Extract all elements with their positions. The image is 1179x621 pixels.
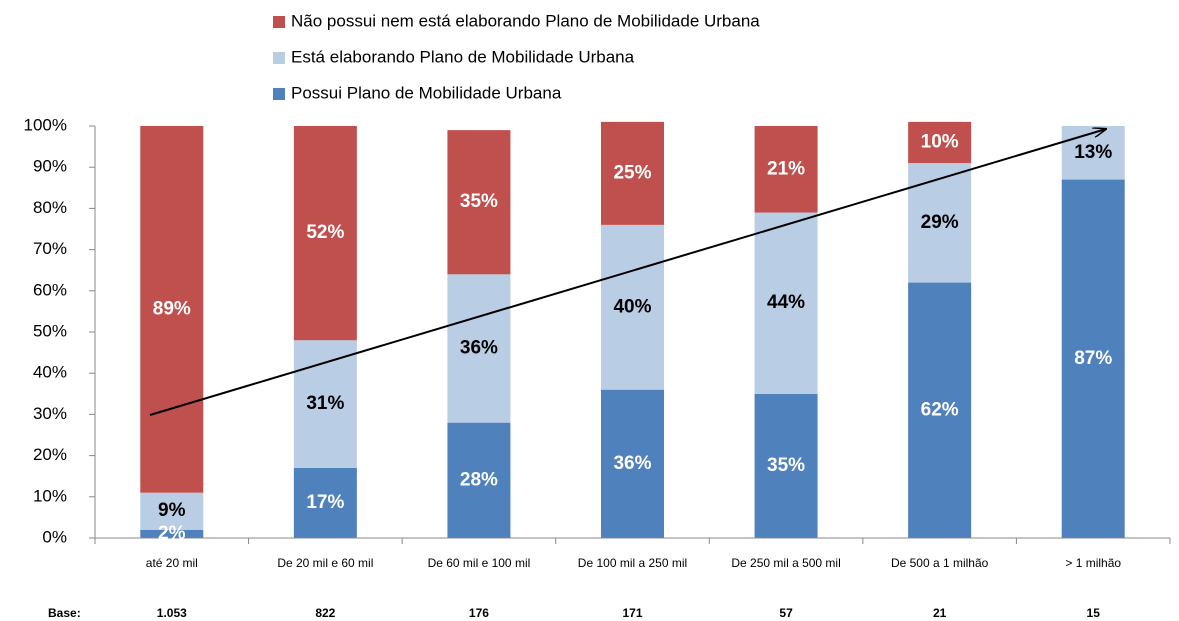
bar-segment bbox=[293, 126, 357, 341]
x-tick-label: até 20 mil bbox=[146, 556, 198, 570]
x-tick-label: De 20 mil e 60 mil bbox=[277, 556, 373, 570]
bar-segment bbox=[601, 224, 664, 390]
value-label: 31% bbox=[306, 393, 344, 414]
y-tick-label: 10% bbox=[33, 486, 67, 505]
bar-segment bbox=[908, 121, 972, 164]
x-tick-label: De 60 mil e 100 mil bbox=[428, 556, 531, 570]
base-value: 15 bbox=[1087, 606, 1101, 620]
y-tick-label: 30% bbox=[33, 404, 67, 423]
bar-segment bbox=[754, 212, 818, 394]
base-label: Base: bbox=[48, 606, 81, 620]
legend-swatch bbox=[273, 52, 285, 64]
bar-segment bbox=[140, 126, 204, 493]
y-tick-label: 40% bbox=[33, 363, 67, 382]
bar-segment bbox=[601, 121, 664, 225]
value-label: 21% bbox=[767, 158, 805, 179]
y-tick-label: 50% bbox=[33, 321, 67, 340]
legend-swatch bbox=[273, 16, 285, 28]
value-label: 62% bbox=[921, 399, 959, 420]
base-value: 822 bbox=[315, 606, 335, 620]
bar-segment bbox=[293, 467, 357, 538]
y-tick-label: 60% bbox=[33, 280, 67, 299]
legend-swatch bbox=[273, 88, 285, 100]
value-label: 40% bbox=[613, 296, 651, 317]
x-tick-label: De 100 mil a 250 mil bbox=[578, 556, 687, 570]
value-label: 2% bbox=[158, 523, 186, 544]
value-label: 36% bbox=[460, 337, 498, 358]
bars bbox=[140, 121, 1125, 538]
value-label: 25% bbox=[613, 162, 651, 183]
base-value: 21 bbox=[933, 606, 947, 620]
bar-segment bbox=[601, 389, 664, 538]
y-tick-label: 80% bbox=[33, 198, 67, 217]
base-value: 57 bbox=[779, 606, 793, 620]
value-label: 9% bbox=[158, 500, 186, 521]
bar-segment bbox=[140, 492, 204, 530]
value-label: 35% bbox=[460, 191, 498, 212]
legend-label: Possui Plano de Mobilidade Urbana bbox=[291, 83, 562, 102]
bar-segment bbox=[447, 274, 511, 423]
trend-arrow bbox=[149, 129, 1106, 416]
bar-segment bbox=[1061, 179, 1125, 538]
value-label: 87% bbox=[1074, 348, 1112, 369]
value-label: 10% bbox=[921, 131, 959, 152]
value-label: 52% bbox=[306, 222, 344, 243]
value-label: 17% bbox=[306, 492, 344, 513]
base-value: 176 bbox=[469, 606, 489, 620]
value-label: 28% bbox=[460, 469, 498, 490]
y-tick-label: 70% bbox=[33, 239, 67, 258]
bar-segment bbox=[754, 393, 818, 538]
legend-label: Não possui nem está elaborando Plano de … bbox=[291, 11, 760, 30]
y-tick-label: 20% bbox=[33, 445, 67, 464]
x-tick-label: > 1 milhão bbox=[1065, 556, 1121, 570]
y-tick-label: 100% bbox=[24, 115, 67, 134]
legend: Não possui nem está elaborando Plano de … bbox=[273, 11, 760, 102]
value-label: 89% bbox=[153, 298, 191, 319]
bar-segment bbox=[754, 126, 818, 213]
base-value: 1.053 bbox=[157, 606, 187, 620]
value-label: 29% bbox=[921, 212, 959, 233]
bar-segment bbox=[908, 163, 972, 283]
bar-segment bbox=[908, 282, 972, 538]
bar-segment bbox=[447, 422, 511, 538]
bar-segment bbox=[447, 130, 511, 275]
y-tick-label: 0% bbox=[42, 527, 67, 546]
y-tick-label: 90% bbox=[33, 157, 67, 176]
bar-segment bbox=[140, 529, 204, 538]
base-value: 171 bbox=[622, 606, 642, 620]
x-tick-label: De 500 a 1 milhão bbox=[891, 556, 989, 570]
x-tick-label: De 250 mil a 500 mil bbox=[731, 556, 840, 570]
value-label: 44% bbox=[767, 292, 805, 313]
value-label: 36% bbox=[613, 453, 651, 474]
legend-label: Está elaborando Plano de Mobilidade Urba… bbox=[291, 47, 635, 66]
value-label: 35% bbox=[767, 455, 805, 476]
value-label: 13% bbox=[1074, 142, 1112, 163]
